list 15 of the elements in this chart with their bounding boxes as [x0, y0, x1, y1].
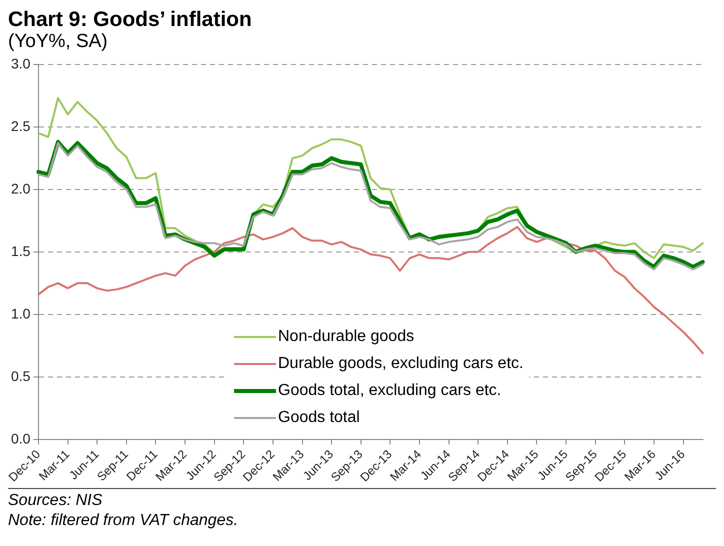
chart-title: Chart 9: Goods’ inflation — [8, 8, 253, 31]
chart-subtitle: (YoY%, SA) — [8, 31, 109, 53]
y-tick-label: 1.5 — [10, 242, 31, 259]
y-tick-label: 0.5 — [10, 368, 31, 384]
legend-label: Non-durable goods — [278, 328, 414, 346]
legend-label: Goods total, excluding cars etc. — [278, 382, 502, 400]
y-tick-label: 2.0 — [10, 180, 31, 196]
y-tick-label: 2.5 — [10, 118, 31, 134]
y-tick-label: 1.0 — [10, 305, 31, 322]
text: Note: filtered from VAT changes. — [8, 511, 240, 531]
y-tick-label: 0.0 — [10, 430, 31, 446]
legend-label: Durable goods, excluding cars etc. — [278, 354, 524, 372]
legend-label: Goods total — [278, 408, 360, 426]
y-tick-label: 3.0 — [10, 55, 31, 72]
source-note: Sources: NIS — [8, 491, 104, 511]
